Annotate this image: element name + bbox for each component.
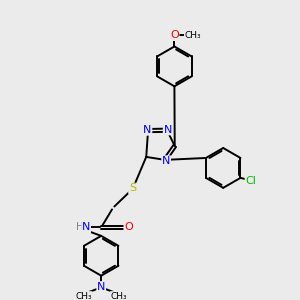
Text: S: S bbox=[129, 183, 136, 194]
Text: N: N bbox=[162, 156, 170, 166]
Text: O: O bbox=[170, 30, 179, 40]
Text: CH₃: CH₃ bbox=[110, 292, 127, 300]
Text: CH₃: CH₃ bbox=[75, 292, 92, 300]
Text: N: N bbox=[164, 125, 172, 135]
Text: N: N bbox=[143, 125, 152, 135]
Text: Cl: Cl bbox=[245, 176, 256, 186]
Text: N: N bbox=[97, 282, 105, 292]
Text: N: N bbox=[82, 223, 90, 232]
Text: CH₃: CH₃ bbox=[184, 31, 201, 40]
Text: O: O bbox=[124, 223, 133, 232]
Text: H: H bbox=[76, 223, 83, 232]
